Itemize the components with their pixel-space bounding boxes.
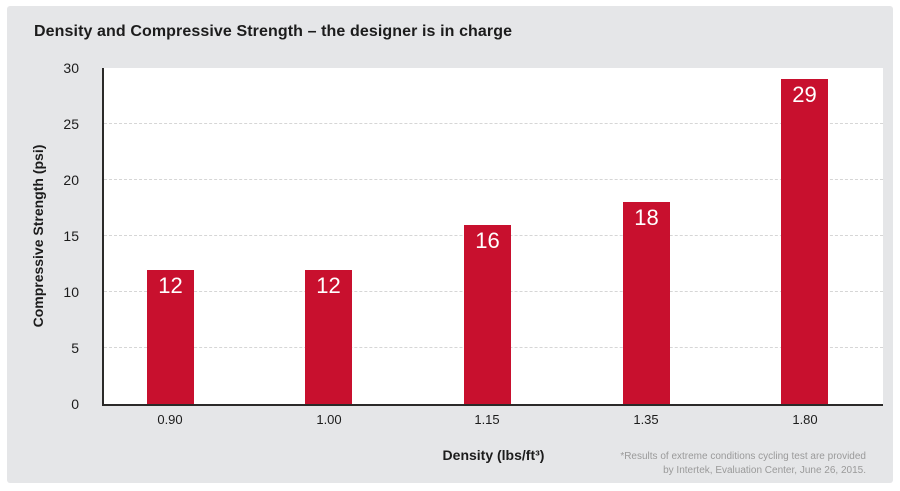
y-tick-label: 20 [63,172,79,188]
bar-value-label: 18 [634,205,659,230]
x-tick-label: 0.90 [157,412,183,427]
x-axis-title: Density (lbs/ft³) [442,447,545,463]
footnote: *Results of extreme conditions cycling t… [620,450,866,478]
x-tick-label: 1.15 [474,412,500,427]
bar-value-label: 12 [316,273,341,298]
bar-value-label: 12 [158,273,183,298]
bar-value-label: 29 [792,82,817,107]
x-tick-label: 1.00 [316,412,342,427]
chart-title: Density and Compressive Strength – the d… [34,23,513,40]
y-tick-label: 5 [71,340,79,356]
bar: 29 [781,79,828,404]
y-tick-label: 25 [63,116,79,132]
y-tick-label: 15 [63,228,79,244]
y-tick-label: 30 [63,60,79,76]
footnote-line-2: by Intertek, Evaluation Center, June 26,… [663,465,866,476]
bar: 12 [147,270,194,404]
bar: 18 [623,202,670,404]
footnote-line-1: *Results of extreme conditions cycling t… [620,451,866,462]
x-axis-ticks: 0.90 1.00 1.15 1.35 1.80 [7,411,900,429]
x-tick-label: 1.35 [633,412,659,427]
bar-value-label: 16 [475,228,500,253]
bar: 16 [464,225,511,404]
gridline [104,123,883,124]
y-tick-label: 0 [71,396,79,412]
y-axis-ticks: 0 5 10 15 20 25 30 [19,60,79,412]
y-tick-label: 10 [63,284,79,300]
plot-area: 12 12 16 18 29 [102,68,883,406]
x-tick-label: 1.80 [792,412,818,427]
gridline [104,179,883,180]
bar: 12 [305,270,352,404]
chart-panel: Density and Compressive Strength – the d… [7,6,893,483]
